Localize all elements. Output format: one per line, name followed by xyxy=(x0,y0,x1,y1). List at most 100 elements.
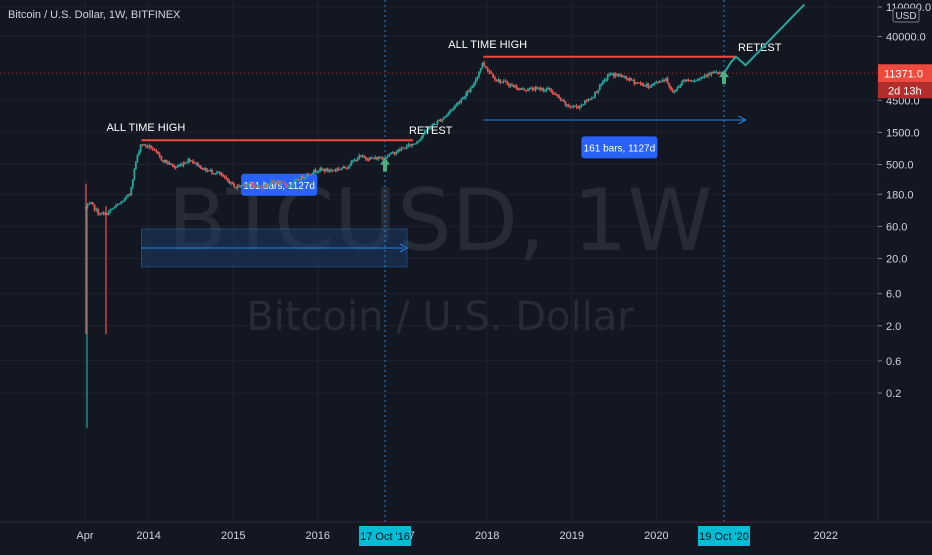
candle-body xyxy=(356,158,359,161)
candle-body xyxy=(201,168,204,170)
candle-body xyxy=(494,77,496,80)
candle-body xyxy=(286,185,289,187)
candle-body xyxy=(359,155,362,157)
candle-body xyxy=(515,86,518,89)
candle-body xyxy=(580,104,583,107)
candle-body xyxy=(471,86,474,89)
candle-body xyxy=(514,86,517,88)
candle-body xyxy=(502,80,505,82)
x-tick-label: Apr xyxy=(76,530,93,542)
candle-body xyxy=(525,90,528,92)
candle-body xyxy=(483,62,486,67)
candle-body xyxy=(254,185,257,188)
candle-body xyxy=(566,104,568,106)
candle-body xyxy=(616,74,618,76)
y-tick-label: 0.6 xyxy=(886,356,901,368)
candle-body xyxy=(165,159,168,163)
candle-body xyxy=(536,87,538,89)
candle-body xyxy=(712,72,715,74)
retest-label: RETEST xyxy=(409,125,453,137)
candle-body xyxy=(106,213,108,215)
symbol-title: Bitcoin / U.S. Dollar, 1W, BITFINEX xyxy=(8,9,181,21)
candle-body xyxy=(698,78,701,80)
candle-body xyxy=(187,159,190,163)
candle-body xyxy=(412,143,415,145)
candle-body xyxy=(367,159,370,161)
candle-body xyxy=(262,187,265,189)
candle-body xyxy=(701,77,704,79)
candle-body xyxy=(166,162,169,164)
candle-body xyxy=(540,88,543,91)
candle-body xyxy=(265,184,268,186)
candle-body xyxy=(478,71,480,77)
candle-body xyxy=(665,78,667,81)
candle-body xyxy=(481,62,484,69)
candle-body xyxy=(558,96,561,98)
candle-body xyxy=(168,162,171,165)
candle-body xyxy=(544,89,546,91)
candle-body xyxy=(176,166,179,168)
candle-body xyxy=(428,128,431,130)
candle-body xyxy=(430,126,433,129)
candle-body xyxy=(102,212,105,214)
candle-body xyxy=(184,163,186,165)
candle-body xyxy=(268,184,271,186)
candle-body xyxy=(631,79,634,81)
candle-body xyxy=(433,123,436,125)
candle-body xyxy=(584,100,586,105)
candle-body xyxy=(617,74,620,76)
candle-body xyxy=(551,91,554,94)
candle-body xyxy=(458,101,461,103)
candle-body xyxy=(118,203,121,205)
candle-body xyxy=(497,79,500,82)
candle-body xyxy=(233,183,236,188)
candle-body xyxy=(246,183,249,185)
candle-body xyxy=(673,91,676,93)
candle-body xyxy=(390,152,392,155)
candle-body xyxy=(411,143,413,146)
candle-body xyxy=(463,97,466,99)
candle-body xyxy=(130,187,133,195)
candle-body xyxy=(226,178,229,181)
candle-body xyxy=(141,144,144,146)
candle-body xyxy=(157,151,159,154)
candle-body xyxy=(163,159,166,162)
candle-body xyxy=(345,167,348,169)
candle-body xyxy=(545,88,548,90)
candle-body xyxy=(457,101,460,104)
candle-body xyxy=(171,163,174,166)
candle-body xyxy=(641,83,643,86)
candle-body xyxy=(245,184,247,186)
candle-body xyxy=(556,94,559,97)
candle-body xyxy=(144,144,147,147)
candle-body xyxy=(306,173,309,177)
candle-body xyxy=(436,120,439,124)
candle-body xyxy=(259,186,262,188)
candle-body xyxy=(86,204,89,208)
candle-body xyxy=(466,90,469,94)
candle-body xyxy=(652,83,655,85)
candle-body xyxy=(600,84,603,86)
candle-body xyxy=(267,184,269,186)
candle-body xyxy=(260,186,263,189)
candle-body xyxy=(290,184,293,186)
candle-body xyxy=(397,149,399,153)
candle-body xyxy=(99,214,101,216)
candle-body xyxy=(687,79,690,81)
candle-body xyxy=(548,88,551,90)
candle-body xyxy=(300,176,303,181)
candle-body xyxy=(162,160,165,162)
candle-body xyxy=(292,181,295,185)
candle-body xyxy=(330,169,332,171)
candle-body xyxy=(417,140,420,142)
candle-body xyxy=(720,72,723,74)
candle-body xyxy=(488,70,491,73)
candle-body xyxy=(251,183,254,186)
candle-body xyxy=(598,85,601,91)
candle-body xyxy=(203,167,206,170)
candle-body xyxy=(173,165,176,168)
candle-body xyxy=(138,151,140,155)
